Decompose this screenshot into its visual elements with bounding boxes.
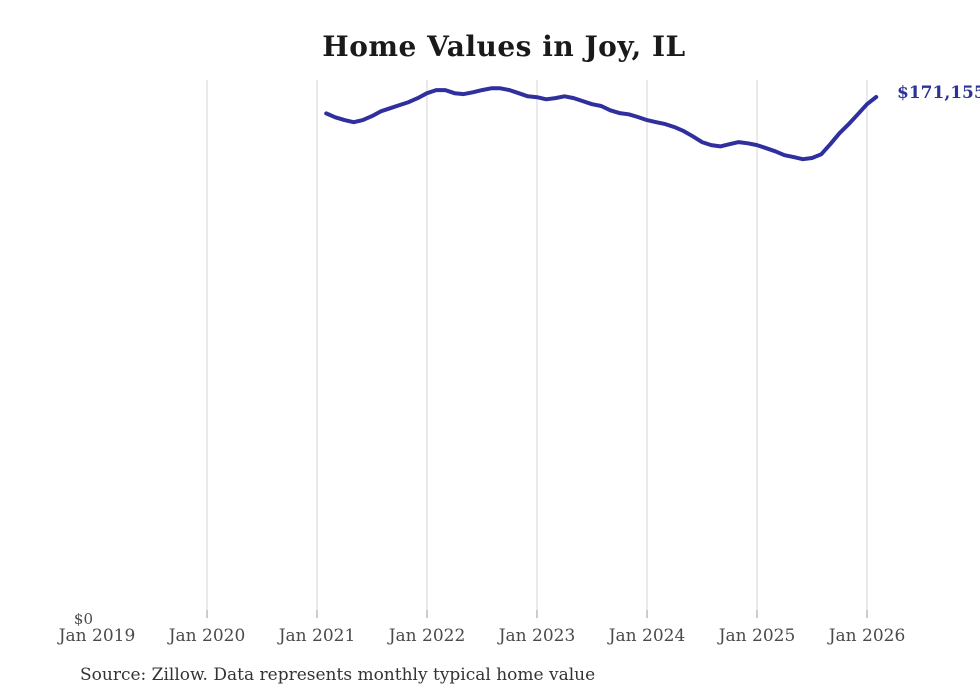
x-axis-label: Jan 2020 — [167, 626, 246, 646]
x-axis-label: Jan 2026 — [827, 626, 906, 646]
chart-title: Home Values in Joy, IL — [322, 30, 686, 63]
latest-value-label: $171,155 — [897, 83, 980, 103]
x-axis-label: Jan 2024 — [607, 626, 686, 646]
x-axis-label: Jan 2022 — [387, 626, 466, 646]
source-note: Source: Zillow. Data represents monthly … — [80, 665, 596, 685]
x-axis-label: Jan 2021 — [277, 626, 356, 646]
y-axis-zero-label: $0 — [73, 610, 93, 628]
x-axis-label: Jan 2025 — [717, 626, 796, 646]
x-axis-label: Jan 2023 — [497, 626, 576, 646]
home-value-line — [324, 86, 879, 162]
x-axis-label: Jan 2019 — [57, 626, 136, 646]
